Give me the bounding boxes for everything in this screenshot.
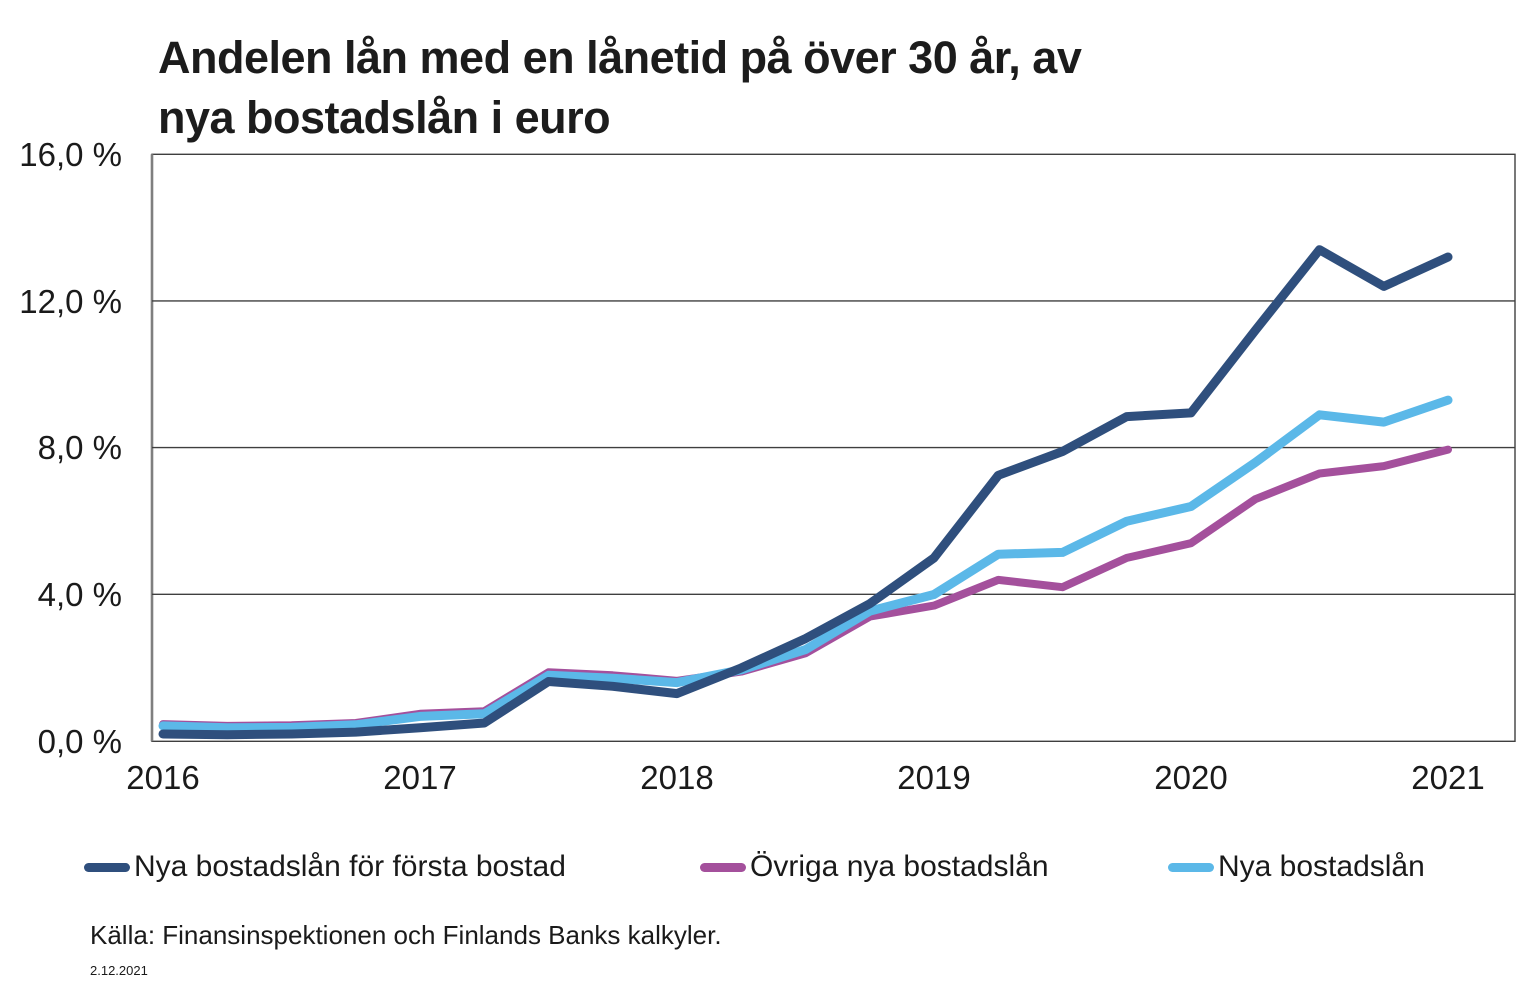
- series-nya-bostadslan-forsta-bostad: [158, 245, 1453, 740]
- y-tick-12: 12,0 %: [19, 282, 122, 320]
- legend-item-forsta-bostad: Nya bostadslån för första bostad: [84, 850, 566, 884]
- series-ovriga-nya-bostadslan: [159, 445, 1452, 730]
- x-tick-2016: 2016: [126, 759, 200, 796]
- source-note: Källa: Finansinspektionen och Finlands B…: [90, 920, 722, 950]
- x-tick-2019: 2019: [897, 759, 971, 796]
- legend-swatch-lightblue: [1168, 862, 1214, 872]
- legend-swatch-navy: [84, 862, 130, 872]
- y-tick-4: 4,0 %: [37, 576, 122, 613]
- legend-item-nya-bostadslan: Nya bostadslån: [1168, 850, 1425, 884]
- x-tick-2018: 2018: [640, 759, 714, 796]
- x-tick-2021: 2021: [1411, 759, 1485, 796]
- y-tick-8: 8,0 %: [37, 429, 122, 466]
- y-tick-0: 0,0 %: [37, 723, 122, 760]
- series-nya-bostadslan: [158, 395, 1453, 733]
- legend-swatch-purple: [700, 862, 746, 872]
- legend-label-forsta-bostad: Nya bostadslån för första bostad: [134, 850, 566, 883]
- chart-title-line2: nya bostadslån i euro: [158, 92, 611, 143]
- x-tick-2017: 2017: [383, 759, 457, 796]
- legend-label-nya-bostadslan: Nya bostadslån: [1218, 850, 1425, 883]
- chart-title-line1: Andelen lån med en lånetid på över 30 år…: [158, 32, 1082, 83]
- x-tick-2020: 2020: [1154, 759, 1228, 796]
- legend-item-ovriga: Övriga nya bostadslån: [700, 850, 1049, 884]
- date-note: 2.12.2021: [90, 963, 148, 978]
- legend-label-ovriga: Övriga nya bostadslån: [750, 850, 1049, 883]
- chart-title: Andelen lån med en lånetid på över 30 år…: [158, 28, 1082, 148]
- y-tick-16: 16,0 %: [19, 136, 122, 173]
